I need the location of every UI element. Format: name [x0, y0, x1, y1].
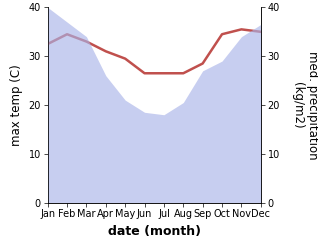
Y-axis label: med. precipitation
(kg/m2): med. precipitation (kg/m2) [291, 51, 318, 159]
X-axis label: date (month): date (month) [108, 225, 201, 238]
Y-axis label: max temp (C): max temp (C) [10, 64, 23, 146]
